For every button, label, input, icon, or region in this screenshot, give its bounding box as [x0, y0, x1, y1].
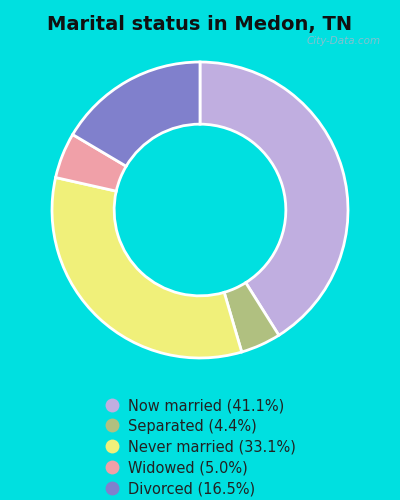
- Wedge shape: [52, 178, 242, 358]
- Text: City-Data.com: City-Data.com: [306, 36, 380, 46]
- Wedge shape: [224, 282, 279, 352]
- Wedge shape: [200, 62, 348, 336]
- Wedge shape: [56, 134, 126, 191]
- Wedge shape: [73, 62, 200, 166]
- Text: Marital status in Medon, TN: Marital status in Medon, TN: [48, 15, 352, 34]
- Legend: Now married (41.1%), Separated (4.4%), Never married (33.1%), Widowed (5.0%), Di: Now married (41.1%), Separated (4.4%), N…: [102, 396, 298, 500]
